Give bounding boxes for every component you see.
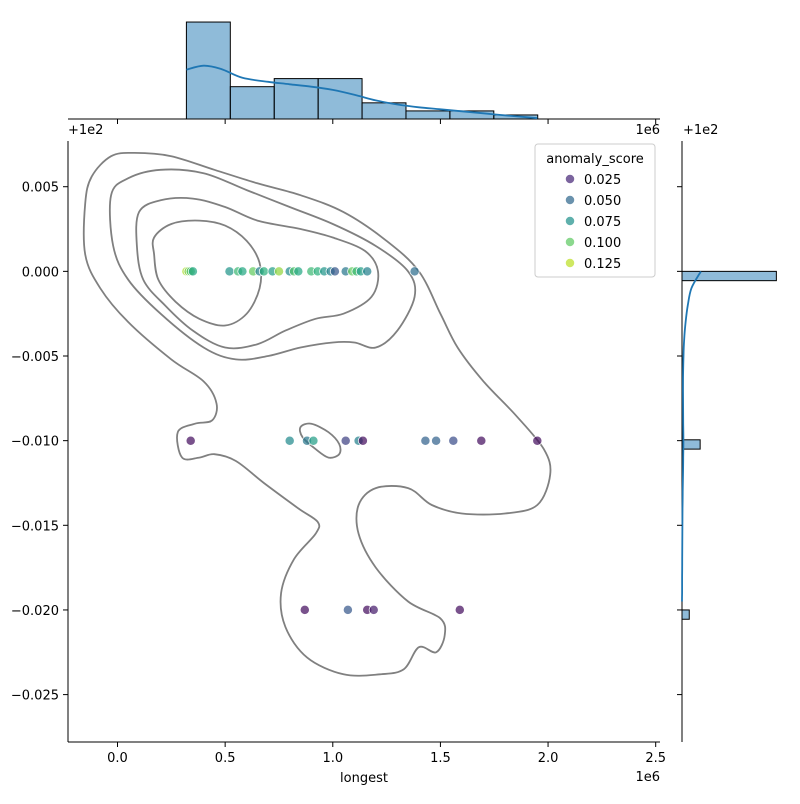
scatter-point — [284, 435, 295, 446]
scatter-point — [299, 604, 310, 615]
x-tick-label: 0.5 — [215, 751, 236, 766]
scatter-point — [308, 435, 319, 446]
legend-entry-label: 0.075 — [584, 215, 621, 230]
right-histogram-bar — [681, 439, 701, 450]
legend-marker — [565, 237, 575, 247]
scatter-point — [476, 435, 487, 446]
scatter-point — [293, 266, 304, 277]
top-kde-curve — [186, 64, 538, 120]
scatter-points — [181, 266, 543, 615]
legend-entry-label: 0.125 — [584, 257, 621, 272]
scatter-point — [237, 266, 248, 277]
right-histogram-bar — [681, 270, 777, 282]
y-tick-label: 0.000 — [22, 265, 59, 280]
y-tick-label: −0.010 — [11, 435, 59, 450]
x-tick-label: 2.5 — [645, 751, 666, 766]
kde-contours — [82, 151, 552, 677]
legend-entry-label: 0.100 — [584, 236, 621, 251]
scatter-point — [357, 435, 368, 446]
legend: anomaly_score 0.025 0.050 0.075 0.100 0.125 — [534, 143, 656, 278]
legend-box — [534, 143, 656, 278]
kde-contour-0 — [82, 151, 552, 677]
scatter-point — [362, 266, 373, 277]
right-histogram-bar — [681, 609, 690, 620]
y-tick-label: 0.005 — [22, 181, 59, 196]
y-tick-label: −0.025 — [11, 689, 59, 704]
kde-contour-1 — [108, 168, 417, 361]
top-histogram-bar — [229, 86, 275, 120]
top-histogram-bar — [317, 78, 363, 120]
right-marginal — [677, 141, 777, 742]
right-kde-curve — [681, 270, 702, 602]
scatter-point — [409, 266, 420, 277]
legend-marker — [565, 258, 575, 268]
legend-marker — [565, 195, 575, 205]
scatter-point — [532, 435, 543, 446]
scatter-point — [454, 604, 465, 615]
kde-contour-2 — [135, 197, 380, 350]
legend-entry-label: 0.025 — [584, 173, 621, 188]
legend-title: anomaly_score — [546, 152, 644, 167]
kde-contour-3 — [151, 219, 263, 327]
top-histogram-bar — [405, 110, 451, 120]
legend-marker — [565, 216, 575, 226]
x-tick-label: 2.0 — [538, 751, 559, 766]
scatter-point — [420, 435, 431, 446]
x-axis-label: longest — [340, 771, 388, 786]
scatter-point — [329, 266, 340, 277]
x-tick-label: 1.0 — [322, 751, 343, 766]
x-scale-label: 1e6 — [635, 770, 660, 785]
scatter-point — [340, 435, 351, 446]
right-y-offset-label: +1e2 — [683, 123, 718, 138]
y-tick-label: −0.005 — [11, 350, 59, 365]
ticks: 0.0 0.5 1.0 1.5 2.0 2.5 0.005 0.000 −0.005 −0.010… — [11, 181, 666, 766]
x-tick-label: 1.5 — [430, 751, 451, 766]
scatter-point — [342, 604, 353, 615]
scatter-point — [185, 435, 196, 446]
scatter-point — [258, 266, 269, 277]
scatter-point — [187, 266, 198, 277]
y-tick-label: −0.020 — [11, 604, 59, 619]
legend-marker — [565, 174, 575, 184]
axes-spines — [67, 141, 660, 743]
top-x-scale-label: 1e6 — [635, 123, 660, 138]
legend-entry-label: 0.050 — [584, 194, 621, 209]
scatter-point — [368, 604, 379, 615]
scatter-point — [224, 266, 235, 277]
top-marginal — [68, 21, 660, 124]
x-tick-label: 0.0 — [107, 751, 128, 766]
y-offset-label: +1e2 — [68, 123, 103, 138]
main-axes: 0.0 0.5 1.0 1.5 2.0 2.5 0.005 0.000 −0.005 −0.010… — [11, 141, 666, 766]
scatter-point — [448, 435, 459, 446]
scatter-point — [274, 266, 284, 277]
y-tick-label: −0.015 — [11, 519, 59, 534]
scatter-point — [431, 435, 442, 446]
